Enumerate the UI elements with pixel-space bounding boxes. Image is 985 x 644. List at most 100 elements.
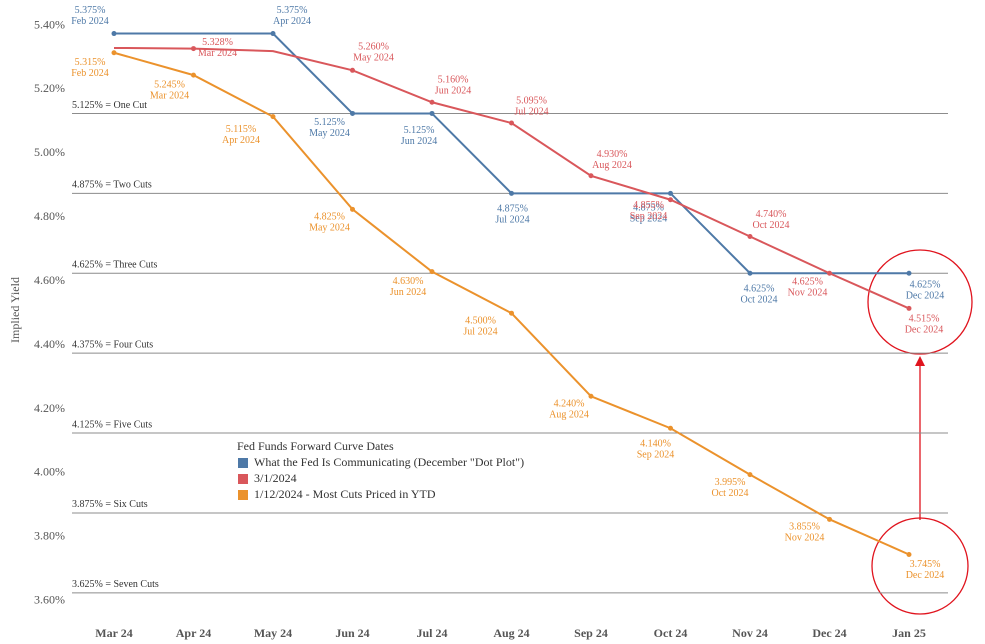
point bbox=[668, 197, 673, 203]
point-label: Jul 2024 bbox=[514, 106, 548, 117]
point bbox=[191, 72, 196, 78]
point bbox=[906, 270, 912, 276]
point-label: Oct 2024 bbox=[753, 220, 790, 231]
point bbox=[111, 31, 117, 37]
value-label: 3.995% bbox=[715, 477, 746, 488]
point-label: Oct 2024 bbox=[741, 295, 778, 306]
value-label: 4.930% bbox=[597, 149, 628, 160]
point-label: Jun 2024 bbox=[435, 86, 471, 97]
x-tick-label: Nov 24 bbox=[732, 626, 768, 640]
point-label: Nov 2024 bbox=[785, 533, 825, 544]
legend-swatch bbox=[238, 458, 248, 468]
y-tick-label: 4.60% bbox=[34, 273, 65, 287]
point-label: Dec 2024 bbox=[906, 291, 945, 302]
point bbox=[509, 190, 514, 196]
x-tick-label: Aug 24 bbox=[493, 626, 529, 640]
value-label: 4.855% bbox=[633, 200, 664, 211]
value-label: 5.315% bbox=[75, 57, 106, 68]
x-tick-label: Sep 24 bbox=[574, 626, 608, 640]
point-label: Sep 2024 bbox=[630, 214, 668, 225]
legend-swatch bbox=[238, 490, 248, 500]
point bbox=[111, 50, 117, 56]
point-label: Dec 2024 bbox=[906, 570, 945, 581]
point bbox=[588, 393, 594, 399]
point-label: Jun 2024 bbox=[390, 287, 426, 298]
arrow-head bbox=[915, 356, 925, 366]
legend-label: What the Fed Is Communicating (December … bbox=[254, 455, 524, 469]
y-axis-title: Implied Yield bbox=[8, 277, 22, 343]
value-label: 4.875% bbox=[633, 203, 664, 214]
value-label: 4.740% bbox=[756, 209, 787, 220]
point bbox=[668, 190, 673, 196]
y-tick-label: 3.80% bbox=[34, 529, 65, 543]
legend-swatch bbox=[238, 474, 248, 484]
value-label: 5.328% bbox=[202, 37, 233, 48]
point-label: Sep 2024 bbox=[637, 450, 675, 461]
value-label: 3.745% bbox=[910, 559, 941, 570]
x-tick-label: Jun 24 bbox=[335, 626, 369, 640]
reference-label: 4.625% = Three Cuts bbox=[72, 260, 158, 271]
point-label: Mar 2024 bbox=[198, 48, 237, 59]
value-label: 5.260% bbox=[358, 42, 389, 53]
value-label: 5.095% bbox=[516, 95, 547, 106]
point-label: Apr 2024 bbox=[273, 16, 311, 27]
point bbox=[906, 305, 912, 311]
point bbox=[350, 110, 355, 116]
series-line bbox=[114, 32, 909, 275]
value-label: 5.375% bbox=[277, 5, 308, 16]
reference-label: 4.875% = Two Cuts bbox=[72, 180, 152, 191]
value-label: 5.160% bbox=[438, 75, 469, 86]
point-label: Oct 2024 bbox=[712, 488, 749, 499]
reference-label: 4.125% = Five Cuts bbox=[72, 419, 152, 430]
point bbox=[191, 46, 196, 52]
y-tick-label: 4.80% bbox=[34, 209, 65, 223]
point bbox=[350, 206, 355, 212]
point bbox=[668, 425, 673, 431]
point-label: Aug 2024 bbox=[592, 160, 632, 171]
value-label: 4.875% bbox=[497, 204, 528, 215]
point bbox=[747, 472, 753, 478]
y-tick-label: 5.20% bbox=[34, 81, 65, 95]
legend-label: 1/12/2024 - Most Cuts Priced in YTD bbox=[254, 487, 436, 501]
x-tick-label: Mar 24 bbox=[95, 626, 132, 640]
point bbox=[509, 310, 514, 316]
x-tick-label: Jan 25 bbox=[892, 626, 926, 640]
value-label: 4.630% bbox=[393, 276, 424, 287]
reference-label: 4.375% = Four Cuts bbox=[72, 339, 153, 350]
x-tick-label: Dec 24 bbox=[812, 626, 846, 640]
x-tick-label: Jul 24 bbox=[416, 626, 447, 640]
point bbox=[747, 270, 753, 276]
value-label: 5.125% bbox=[404, 125, 435, 136]
x-tick-label: Oct 24 bbox=[654, 626, 688, 640]
y-tick-label: 4.20% bbox=[34, 401, 65, 415]
value-label: 4.825% bbox=[314, 212, 345, 223]
point bbox=[509, 120, 514, 126]
series-line bbox=[113, 46, 910, 310]
point bbox=[906, 551, 912, 557]
point bbox=[827, 270, 832, 276]
point-label: Jul 2024 bbox=[463, 326, 497, 337]
point-label: Sep 2024 bbox=[630, 211, 668, 222]
value-label: 4.625% bbox=[744, 284, 775, 295]
value-label: 4.625% bbox=[910, 280, 941, 291]
point bbox=[747, 233, 753, 239]
legend-title: Fed Funds Forward Curve Dates bbox=[237, 439, 394, 453]
point bbox=[429, 269, 435, 275]
point bbox=[588, 173, 594, 179]
point bbox=[270, 114, 276, 120]
value-label: 3.855% bbox=[789, 522, 820, 533]
point-label: Feb 2024 bbox=[71, 16, 109, 27]
x-tick-label: Apr 24 bbox=[176, 626, 211, 640]
x-tick-label: May 24 bbox=[254, 626, 292, 640]
reference-label: 5.125% = One Cut bbox=[72, 100, 147, 111]
reference-label: 3.625% = Seven Cuts bbox=[72, 579, 159, 590]
point-label: Aug 2024 bbox=[549, 410, 589, 421]
point-label: Mar 2024 bbox=[150, 90, 189, 101]
value-label: 4.240% bbox=[554, 399, 585, 410]
y-tick-label: 4.00% bbox=[34, 465, 65, 479]
value-label: 5.115% bbox=[226, 124, 256, 135]
point bbox=[270, 31, 276, 37]
y-tick-label: 5.00% bbox=[34, 145, 65, 159]
y-tick-label: 4.40% bbox=[34, 337, 65, 351]
